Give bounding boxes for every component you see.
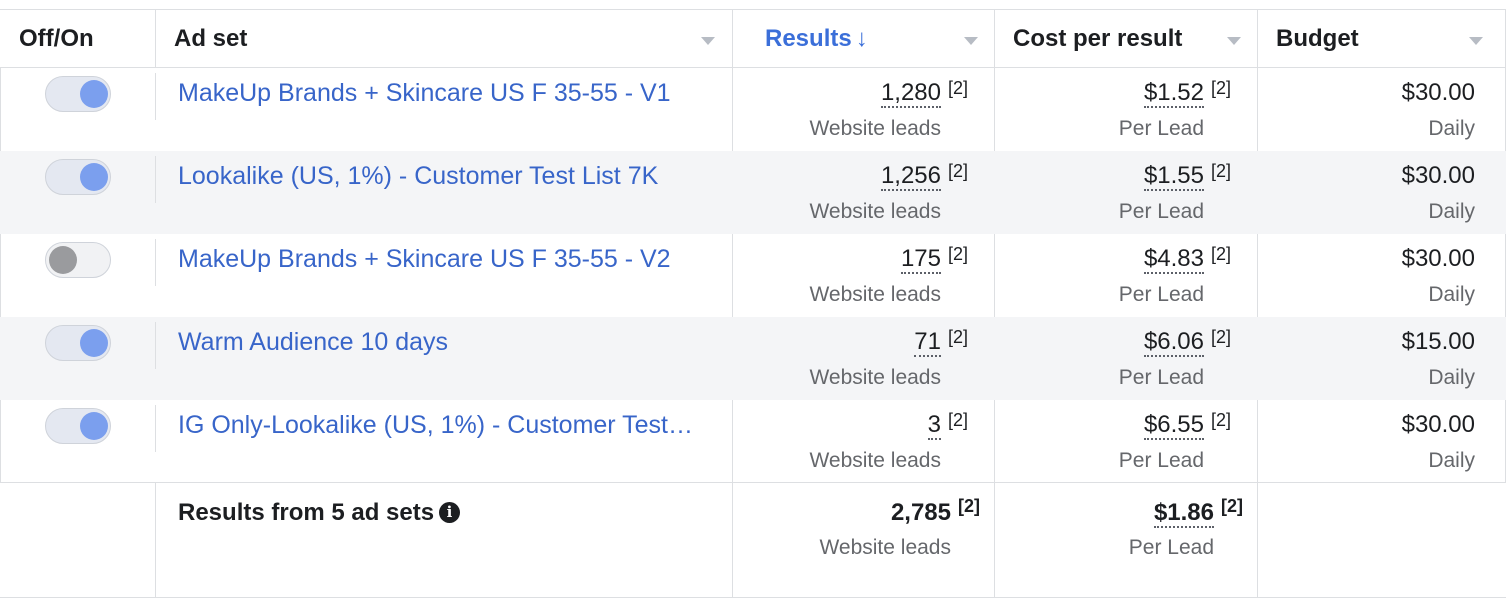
cost-value[interactable]: $6.06 [1143,328,1204,357]
column-header-results[interactable]: Results ↓ [765,10,868,67]
toggle-switch[interactable] [45,242,111,278]
table-row: MakeUp Brands + Skincare US F 35-55 - V1… [0,68,1506,151]
total-cost-value[interactable]: $1.86 [1153,499,1214,528]
cost-unit: Per Lead [1118,283,1204,306]
results-value[interactable]: 71 [914,328,941,357]
results-note: [2] [948,327,969,347]
adset-name-link[interactable]: Warm Audience 10 days [178,328,449,356]
sort-descending-icon: ↓ [855,25,868,52]
results-note: [2] [948,244,969,264]
results-value[interactable]: 175 [900,245,941,274]
results-unit: Website leads [809,366,941,389]
adset-name-link[interactable]: IG Only-Lookalike (US, 1%) - Customer Te… [178,411,693,439]
cell-divider [155,405,156,452]
total-results-note: [2] [958,496,980,516]
cost-value[interactable]: $4.83 [1143,245,1204,274]
results-unit: Website leads [809,200,941,223]
budget-value[interactable]: $15.00 [1401,328,1475,355]
table-row: IG Only-Lookalike (US, 1%) - Customer Te… [0,400,1506,483]
cost-value[interactable]: $1.52 [1143,79,1204,108]
totals-label: Results from 5 ad sets [178,499,435,526]
cell-divider [155,156,156,203]
adset-name-link[interactable]: MakeUp Brands + Skincare US F 35-55 - V1 [178,79,671,107]
toggle-knob [80,80,108,108]
budget-type: Daily [1428,200,1475,223]
toggle-switch[interactable] [45,325,111,361]
total-results-value: 2,785 [890,499,951,526]
table-row: MakeUp Brands + Skincare US F 35-55 - V2… [0,234,1506,317]
chevron-down-icon[interactable] [701,37,715,45]
cost-unit: Per Lead [1118,200,1204,223]
cost-value[interactable]: $6.55 [1143,411,1204,440]
adset-name-link[interactable]: MakeUp Brands + Skincare US F 35-55 - V2 [178,245,671,273]
cost-note: [2] [1211,327,1232,347]
column-header-adset[interactable]: Ad set [174,25,248,52]
table-left-border [0,68,1,482]
cell-divider [155,73,156,120]
total-results-unit: Website leads [819,536,951,559]
toggle-knob [80,329,108,357]
results-note: [2] [948,78,969,98]
column-divider [994,10,995,67]
results-note: [2] [948,161,969,181]
column-divider [155,10,156,67]
table-row: Lookalike (US, 1%) - Customer Test List … [0,151,1506,234]
total-cost-unit: Per Lead [1128,536,1214,559]
table-row: Warm Audience 10 days 71 [2] Website lea… [0,317,1506,400]
total-cost-note: [2] [1221,496,1243,516]
chevron-down-icon[interactable] [1227,37,1241,45]
toggle-knob [80,163,108,191]
cost-unit: Per Lead [1118,117,1204,140]
results-unit: Website leads [809,449,941,472]
cost-note: [2] [1211,244,1232,264]
column-header-results-label: Results [765,25,852,52]
budget-type: Daily [1428,366,1475,389]
table-header: Off/On Ad set Results ↓ Cost per result B… [0,9,1506,68]
column-header-toggle: Off/On [19,25,94,52]
results-unit: Website leads [809,117,941,140]
column-divider [155,483,156,598]
cost-note: [2] [1211,410,1232,430]
cost-note: [2] [1211,161,1232,181]
cost-value[interactable]: $1.55 [1143,162,1204,191]
toggle-switch[interactable] [45,76,111,112]
chevron-down-icon[interactable] [964,37,978,45]
info-icon[interactable]: i [439,502,460,523]
results-value[interactable]: 3 [927,411,941,440]
budget-value[interactable]: $30.00 [1401,162,1475,189]
table-bottom-border [0,597,1506,598]
budget-type: Daily [1428,449,1475,472]
cost-unit: Per Lead [1118,449,1204,472]
budget-value[interactable]: $30.00 [1401,411,1475,438]
column-header-cost[interactable]: Cost per result [1013,25,1183,52]
results-value[interactable]: 1,256 [880,162,941,191]
toggle-knob [80,412,108,440]
column-divider [1257,10,1258,67]
adset-name-link[interactable]: Lookalike (US, 1%) - Customer Test List … [178,162,659,190]
chevron-down-icon[interactable] [1469,37,1483,45]
cell-divider [155,239,156,286]
cell-divider [155,322,156,369]
budget-type: Daily [1428,117,1475,140]
cost-unit: Per Lead [1118,366,1204,389]
budget-value[interactable]: $30.00 [1401,245,1475,272]
column-divider [732,10,733,67]
toggle-switch[interactable] [45,408,111,444]
results-value[interactable]: 1,280 [880,79,941,108]
budget-type: Daily [1428,283,1475,306]
footer-divider [0,482,1506,483]
cost-note: [2] [1211,78,1232,98]
budget-value[interactable]: $30.00 [1401,79,1475,106]
toggle-knob [49,246,77,274]
results-unit: Website leads [809,283,941,306]
column-header-budget[interactable]: Budget [1276,25,1359,52]
results-note: [2] [948,410,969,430]
toggle-switch[interactable] [45,159,111,195]
